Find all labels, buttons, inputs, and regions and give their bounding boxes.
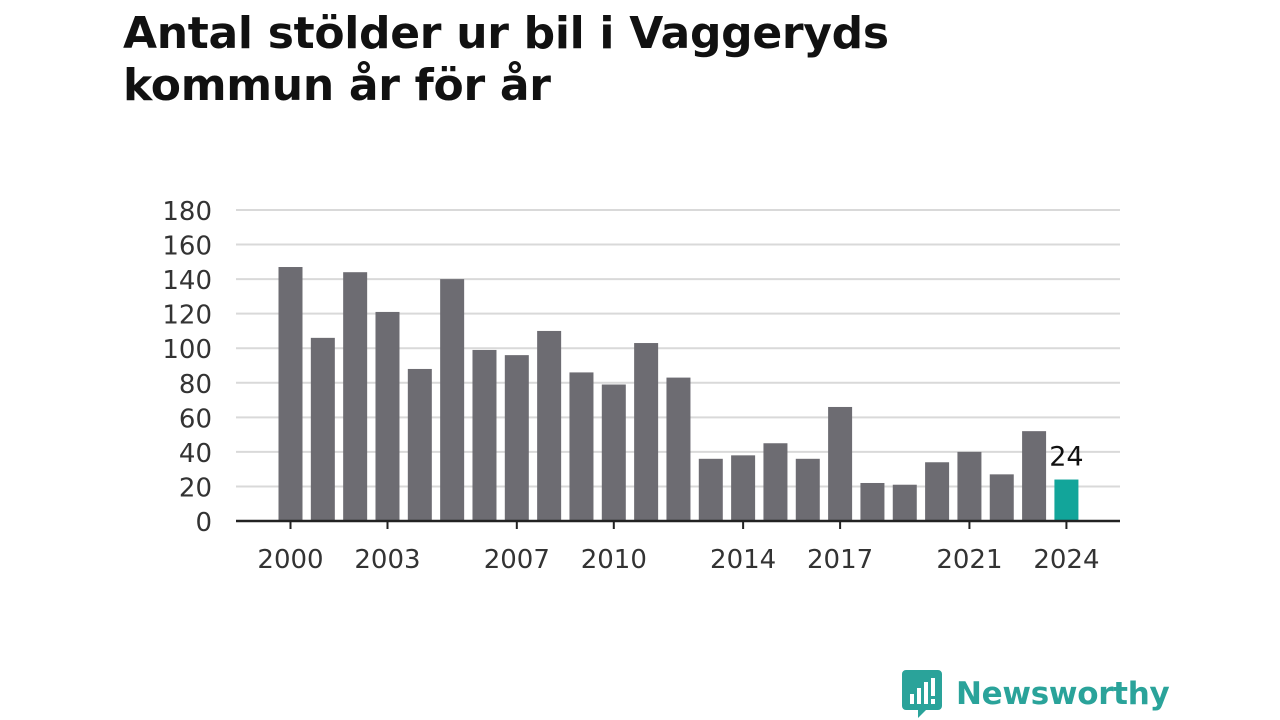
bar-2005 — [440, 279, 465, 521]
y-axis-tick-labels: 0 20 40 60 80 100 120 140 160 180 — [162, 197, 212, 538]
x-tick-label: 2014 — [710, 545, 776, 575]
y-tick-label: 60 — [179, 404, 212, 434]
y-tick-label: 0 — [195, 508, 212, 538]
bar-2013 — [698, 458, 723, 521]
newsworthy-logo: Newsworthy — [902, 670, 1170, 718]
bar-2003 — [375, 311, 400, 521]
data-labels: 24 — [1049, 442, 1083, 473]
speech-bubble-chart-icon — [902, 670, 942, 718]
y-tick-label: 120 — [162, 301, 212, 331]
bar-2016 — [795, 458, 820, 521]
bar-2024 — [1054, 479, 1079, 521]
x-tick-label: 2010 — [581, 545, 647, 575]
x-tick-label: 2007 — [484, 545, 550, 575]
bar-2001 — [310, 337, 335, 521]
x-tick-label: 2021 — [936, 545, 1002, 575]
y-tick-label: 20 — [179, 473, 212, 503]
y-tick-label: 40 — [179, 439, 212, 469]
x-tick-label: 2017 — [807, 545, 873, 575]
y-tick-label: 180 — [162, 197, 212, 227]
bar-2022 — [989, 474, 1014, 521]
bar-2000 — [278, 267, 303, 521]
bar-2007 — [504, 355, 529, 521]
bar-2002 — [343, 272, 368, 521]
y-tick-label: 160 — [162, 232, 212, 262]
bar-2012 — [666, 377, 691, 521]
bar-2006 — [472, 349, 497, 521]
y-tick-label: 80 — [179, 370, 212, 400]
data-label-2024: 24 — [1049, 442, 1083, 473]
bar-2018 — [860, 482, 885, 521]
bar-2004 — [407, 368, 432, 521]
bar-2019 — [892, 484, 917, 521]
chart-title: Antal stölder ur bil i Vaggeryds kommun … — [123, 8, 889, 111]
y-tick-label: 100 — [162, 335, 212, 365]
bar-2011 — [634, 343, 659, 521]
bar-2020 — [925, 462, 950, 521]
bar-2014 — [731, 455, 756, 521]
bars — [278, 267, 1079, 521]
bar-2015 — [763, 443, 788, 521]
x-axis — [236, 519, 1120, 529]
bar-2009 — [569, 372, 594, 521]
x-axis-tick-labels: 2000 2003 2007 2010 2014 2017 2021 2024 — [257, 545, 1099, 575]
bar-2008 — [537, 330, 562, 521]
brand-name: Newsworthy — [956, 676, 1170, 712]
y-tick-label: 140 — [162, 266, 212, 296]
bar-2017 — [828, 406, 853, 521]
bar-2010 — [601, 384, 626, 521]
bar-2023 — [1022, 431, 1047, 521]
bar-2021 — [957, 451, 982, 521]
x-tick-label: 2003 — [354, 545, 420, 575]
x-tick-label: 2000 — [257, 545, 323, 575]
x-tick-label: 2024 — [1033, 545, 1099, 575]
